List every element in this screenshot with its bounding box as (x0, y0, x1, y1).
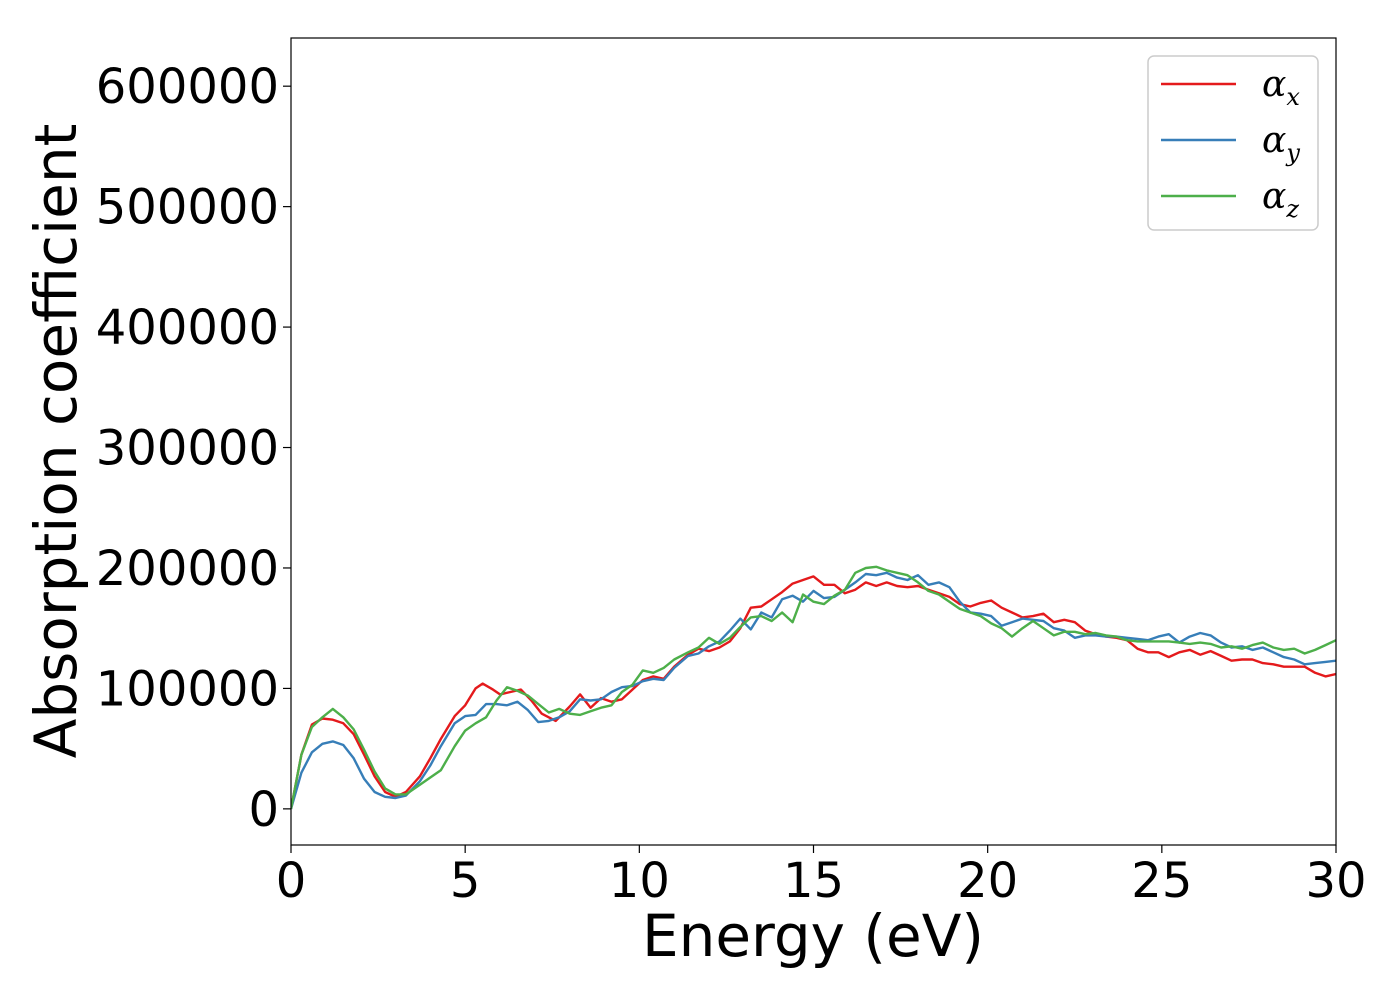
x-axis: 0 5 10 15 20 25 30 (276, 845, 1367, 909)
series-layer (291, 565, 1336, 810)
y-axis-label: Absorption coefficient (22, 124, 90, 759)
y-tick-label: 400000 (96, 300, 279, 356)
legend-label-subscript: x (1286, 83, 1300, 111)
legend-label-alpha-x: αx (1262, 64, 1300, 111)
series-line-alpha-z (291, 565, 1336, 810)
legend-label-alpha-z: αz (1262, 176, 1299, 223)
x-tick-label: 5 (450, 853, 481, 909)
x-tick-label: 30 (1305, 853, 1366, 909)
x-tick-label: 25 (1131, 853, 1192, 909)
y-axis: 0 100000 200000 300000 400000 500000 600000 (96, 59, 291, 838)
x-tick-label: 20 (957, 853, 1018, 909)
legend-label-base: α (1262, 176, 1286, 217)
legend-frame (1147, 55, 1319, 231)
y-tick-label: 0 (248, 782, 279, 838)
legend-label-subscript: y (1285, 139, 1300, 167)
legend-label-base: α (1262, 64, 1286, 105)
y-tick-label: 500000 (96, 180, 279, 236)
legend-label-alpha-y: αy (1262, 120, 1300, 167)
x-tick-label: 15 (783, 853, 844, 909)
series-line-alpha-x (291, 575, 1336, 810)
y-tick-label: 200000 (96, 541, 279, 597)
y-tick-label: 100000 (96, 661, 279, 717)
x-axis-label: Energy (eV) (642, 902, 984, 970)
legend-label-subscript: z (1285, 195, 1299, 223)
x-tick-label: 10 (609, 853, 670, 909)
legend-label-base: α (1262, 120, 1286, 161)
series-line-alpha-y (291, 571, 1336, 810)
y-tick-label: 600000 (96, 59, 279, 115)
y-tick-label: 300000 (96, 421, 279, 477)
x-tick-label: 0 (276, 853, 307, 909)
